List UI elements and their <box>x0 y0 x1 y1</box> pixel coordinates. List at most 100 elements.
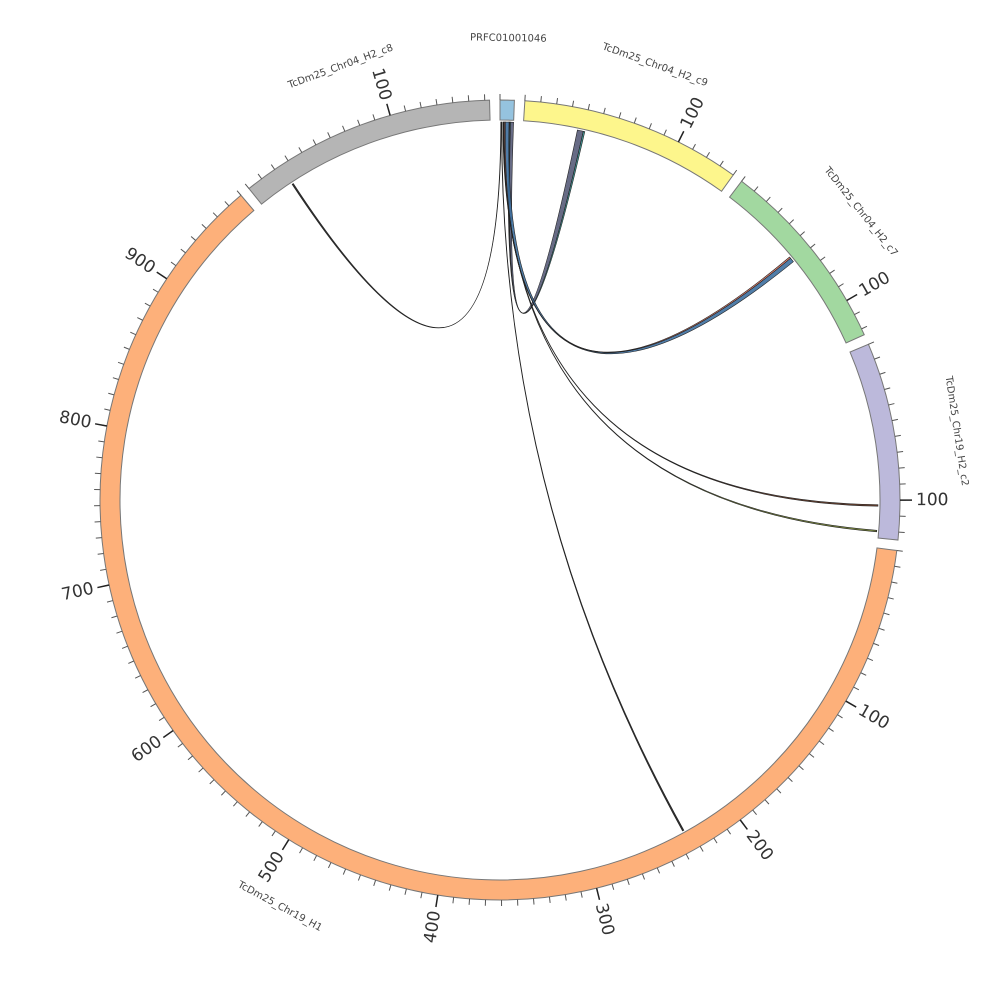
minor-tick <box>854 311 860 315</box>
minor-tick <box>245 811 250 817</box>
minor-tick <box>618 112 622 119</box>
minor-tick <box>117 361 124 365</box>
segment <box>499 99 515 121</box>
minor-tick <box>699 846 704 852</box>
minor-tick <box>603 107 606 114</box>
minor-tick <box>799 231 805 236</box>
link <box>501 121 685 832</box>
minor-tick <box>878 627 885 631</box>
link <box>503 121 878 533</box>
minor-tick <box>95 537 102 539</box>
minor-tick <box>106 600 113 603</box>
tick-label: 100 <box>916 490 948 510</box>
tick-label: 200 <box>742 827 777 865</box>
minor-tick <box>342 125 346 132</box>
minor-tick <box>258 821 263 827</box>
major-tick <box>677 130 685 143</box>
minor-tick <box>809 753 815 758</box>
minor-tick <box>741 176 746 182</box>
minor-tick <box>435 98 438 106</box>
segment-label: PRFC01001046 <box>470 32 547 44</box>
minor-tick <box>112 377 119 380</box>
minor-tick <box>860 672 867 676</box>
minor-tick <box>144 302 151 307</box>
minor-tick <box>420 892 423 899</box>
tick-label: 900 <box>121 244 159 279</box>
minor-tick <box>116 630 123 634</box>
minor-tick <box>284 155 289 162</box>
minor-tick <box>726 828 732 835</box>
minor-tick <box>299 847 303 854</box>
minor-tick <box>764 799 770 805</box>
minor-tick <box>190 236 196 241</box>
minor-tick <box>692 143 696 150</box>
segment-label: TcDm25_Chr19_H2_c2 <box>942 374 970 486</box>
minor-tick <box>201 224 207 229</box>
minor-tick <box>671 861 675 867</box>
minor-tick <box>571 100 575 107</box>
minor-tick <box>837 714 843 719</box>
tick-label: 100 <box>856 268 894 302</box>
minor-tick <box>540 96 542 103</box>
link <box>291 121 502 329</box>
minor-tick <box>656 867 661 874</box>
segment <box>728 180 865 344</box>
minor-tick <box>787 777 793 783</box>
minor-tick <box>373 880 377 887</box>
minor-tick <box>451 96 454 103</box>
minor-tick <box>180 248 186 254</box>
minor-tick <box>641 873 645 880</box>
minor-tick <box>452 897 455 904</box>
minor-tick <box>270 164 276 170</box>
minor-tick <box>853 686 860 691</box>
minor-tick <box>732 169 738 176</box>
segment-label: TcDm25_Chr04_H2_c7 <box>821 164 899 258</box>
minor-tick <box>867 657 874 662</box>
minor-tick <box>891 581 898 584</box>
minor-tick <box>580 891 583 898</box>
tick-label: 100 <box>677 94 709 132</box>
minor-tick <box>312 139 317 146</box>
minor-tick <box>388 884 392 891</box>
minor-tick <box>829 269 835 274</box>
minor-tick <box>403 105 407 112</box>
tick-label: 800 <box>57 407 93 433</box>
minor-tick <box>357 119 361 126</box>
minor-tick <box>788 219 795 225</box>
tick-label: 400 <box>420 909 445 944</box>
minor-tick <box>891 418 899 422</box>
minor-tick <box>873 642 880 646</box>
tick-label: 300 <box>591 901 618 937</box>
minor-tick <box>233 801 238 807</box>
link <box>502 121 879 507</box>
minor-tick <box>150 703 156 708</box>
minor-tick <box>198 767 204 773</box>
minor-tick <box>633 117 637 124</box>
minor-tick <box>327 132 331 139</box>
link <box>504 121 794 355</box>
minor-tick <box>98 440 105 443</box>
minor-tick <box>587 103 590 110</box>
link <box>504 121 791 353</box>
minor-tick <box>327 862 332 869</box>
minor-tick <box>209 779 215 785</box>
minor-tick <box>187 755 193 761</box>
tick-label: 500 <box>255 848 289 886</box>
major-tick <box>156 271 168 280</box>
minor-tick <box>820 256 826 261</box>
minor-tick <box>884 387 891 390</box>
segment <box>248 99 491 205</box>
tick-label: 700 <box>60 579 96 605</box>
segment <box>523 100 734 192</box>
minor-tick <box>104 408 111 411</box>
minor-tick <box>626 879 630 886</box>
minor-tick <box>419 101 422 108</box>
minor-tick <box>818 740 825 746</box>
minor-tick <box>894 434 901 437</box>
minor-tick <box>810 243 816 249</box>
minor-tick <box>142 689 149 694</box>
minor-tick <box>894 565 901 568</box>
minor-tick <box>313 855 318 862</box>
minor-tick <box>123 346 130 350</box>
